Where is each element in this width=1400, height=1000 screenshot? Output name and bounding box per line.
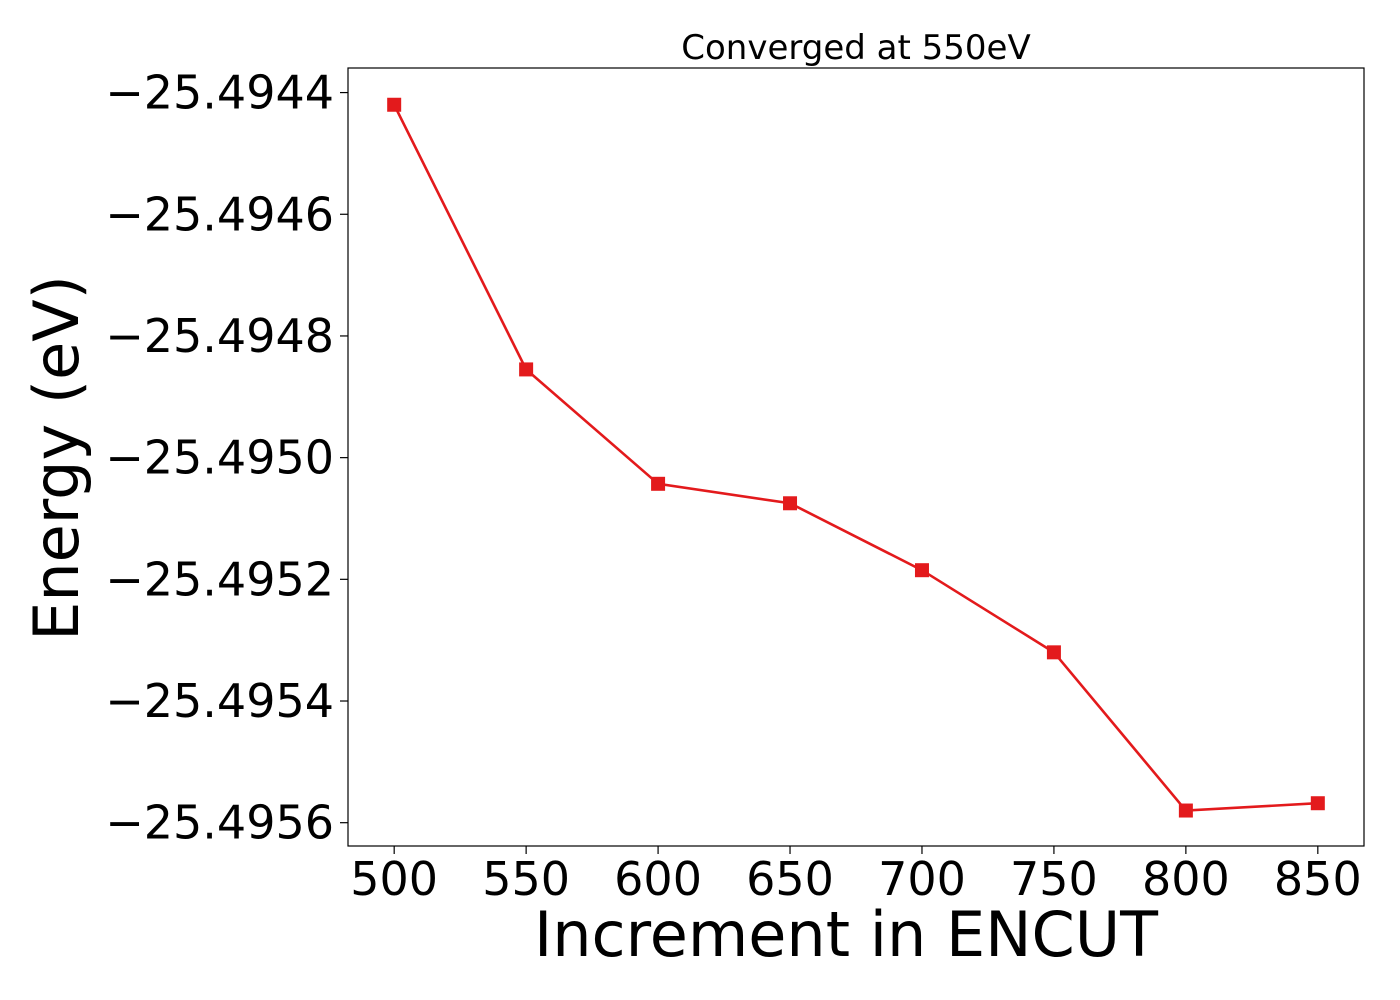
- x-tick-label: 550: [482, 852, 570, 906]
- y-tick-label: −25.4954: [105, 674, 334, 728]
- chart-title: Converged at 550eV: [681, 28, 1030, 68]
- x-tick-label: 750: [1010, 852, 1098, 906]
- data-point-marker: [1178, 803, 1193, 818]
- x-axis-title: Increment in ENCUT: [534, 898, 1159, 971]
- series-layer: [387, 97, 1325, 818]
- y-axis-ticks: −25.4944 −25.4946 −25.4948 −25.4950 −25.4952…: [105, 66, 348, 850]
- x-tick-label: 850: [1274, 852, 1362, 906]
- data-point-marker: [651, 476, 666, 491]
- series-line: [393, 104, 1318, 812]
- data-point-marker: [914, 563, 929, 578]
- y-tick-label: −25.4946: [105, 187, 334, 241]
- y-tick-label: −25.4950: [105, 431, 334, 485]
- y-tick-label: −25.4956: [105, 796, 334, 850]
- data-point-marker: [1310, 796, 1325, 811]
- data-point-marker: [387, 97, 402, 112]
- x-tick-label: 650: [746, 852, 834, 906]
- x-axis-ticks: 500 550 600 650 700 750 800 850: [350, 846, 1362, 906]
- y-tick-label: −25.4944: [105, 66, 334, 120]
- x-tick-label: 600: [614, 852, 702, 906]
- y-tick-label: −25.4952: [105, 552, 334, 606]
- x-tick-label: 700: [878, 852, 966, 906]
- y-tick-label: −25.4948: [105, 309, 334, 363]
- data-point-marker: [1046, 645, 1061, 660]
- x-tick-label: 500: [350, 852, 438, 906]
- data-point-marker: [519, 362, 534, 377]
- x-tick-label: 800: [1142, 852, 1230, 906]
- data-point-marker: [783, 496, 798, 511]
- y-axis-title: Energy (eV): [20, 275, 93, 641]
- plot-area: [347, 67, 1365, 847]
